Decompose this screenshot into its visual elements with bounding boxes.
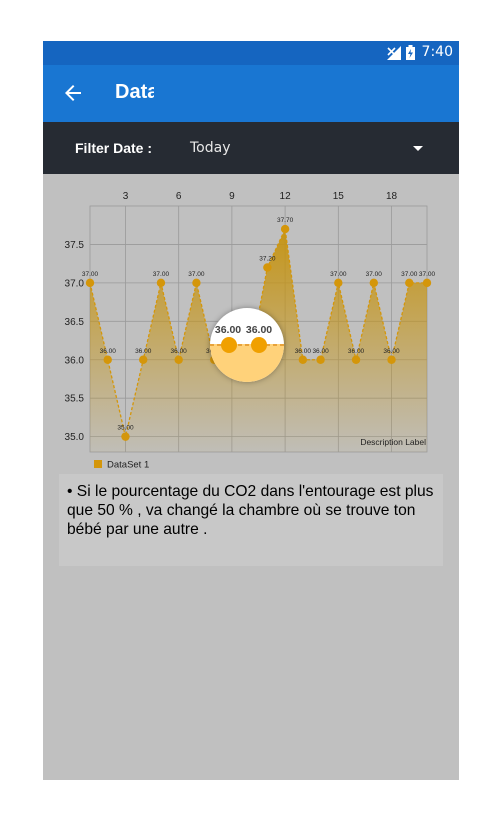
battery-charging-icon	[406, 45, 415, 60]
data-label: 37.00	[330, 271, 347, 278]
data-point[interactable]	[85, 278, 95, 288]
dropdown-caret-icon[interactable]	[413, 146, 423, 151]
data-point[interactable]	[387, 355, 396, 364]
status-bar: 7:40	[43, 41, 459, 65]
data-label: 36.00	[135, 348, 152, 355]
magnified-label: 36.00	[246, 324, 272, 336]
status-time: 7:40	[421, 44, 453, 60]
y-tick-label: 36.0	[65, 355, 85, 366]
data-point[interactable]	[298, 355, 308, 364]
data-label: 37.00	[401, 271, 418, 278]
data-point[interactable]	[334, 278, 343, 288]
y-tick-label: 36.5	[65, 317, 85, 328]
data-point[interactable]	[369, 278, 378, 288]
x-tick-label: 9	[229, 191, 235, 202]
data-label: 36.00	[171, 348, 188, 355]
y-tick-label: 37.5	[65, 240, 85, 251]
legend-label: DataSet 1	[107, 460, 149, 471]
data-label: 36.00	[383, 348, 400, 355]
x-tick-label: 3	[123, 191, 129, 202]
y-tick-label: 35.5	[65, 394, 85, 405]
data-point[interactable]	[280, 224, 290, 234]
filter-date-value[interactable]: Today	[190, 140, 231, 156]
x-tick-label: 6	[176, 191, 182, 202]
phone-screen: 7:40 Data Filter Date : Today 37.00 36.00…	[43, 41, 459, 780]
data-point[interactable]	[192, 278, 201, 288]
legend-swatch	[94, 460, 102, 468]
back-arrow-icon[interactable]	[61, 81, 85, 105]
data-point[interactable]	[422, 278, 432, 288]
data-label: 37.00	[188, 271, 205, 278]
magnifier-loupe: 36.00 36.00	[210, 308, 284, 382]
data-point[interactable]	[156, 278, 166, 288]
date-filter[interactable]: Filter Date : Today	[43, 122, 459, 174]
x-tick-label: 15	[333, 191, 345, 202]
data-point[interactable]	[351, 355, 361, 364]
magnified-point	[251, 337, 267, 353]
data-point[interactable]	[103, 355, 112, 364]
data-label: 37.20	[259, 256, 276, 263]
data-label: 36.00	[348, 348, 365, 355]
magnified-label: 36.00	[215, 324, 241, 336]
info-text: • Si le pourcentage du CO2 dans l'entour…	[67, 483, 434, 538]
series-line	[89, 226, 427, 437]
magnified-point	[221, 337, 237, 353]
data-label: 36.00	[295, 348, 312, 355]
data-label: 35.00	[117, 425, 134, 432]
no-signal-icon	[387, 46, 401, 60]
page-title: Data	[115, 81, 154, 103]
data-point[interactable]	[139, 355, 148, 364]
chart-description-label: Description Label	[360, 437, 426, 447]
y-tick-label: 35.0	[65, 432, 85, 443]
data-label: 37.00	[419, 271, 436, 278]
x-tick-label: 12	[280, 191, 292, 202]
data-label: 36.00	[312, 348, 329, 355]
data-label: 37.00	[366, 271, 383, 278]
data-label: 37.70	[277, 217, 294, 224]
data-label: 37.00	[82, 271, 99, 278]
data-point[interactable]	[316, 355, 325, 364]
info-card: • Si le pourcentage du CO2 dans l'entour…	[59, 474, 443, 566]
data-point[interactable]	[263, 263, 272, 272]
filter-date-label: Filter Date :	[75, 140, 153, 156]
data-label: 37.00	[153, 271, 170, 278]
data-label: 36.00	[100, 348, 117, 355]
y-tick-label: 37.0	[65, 278, 85, 289]
data-point[interactable]	[405, 278, 414, 288]
x-tick-label: 18	[386, 191, 398, 202]
data-point[interactable]	[121, 432, 130, 441]
data-point[interactable]	[174, 355, 183, 364]
app-bar: Data	[43, 65, 459, 122]
